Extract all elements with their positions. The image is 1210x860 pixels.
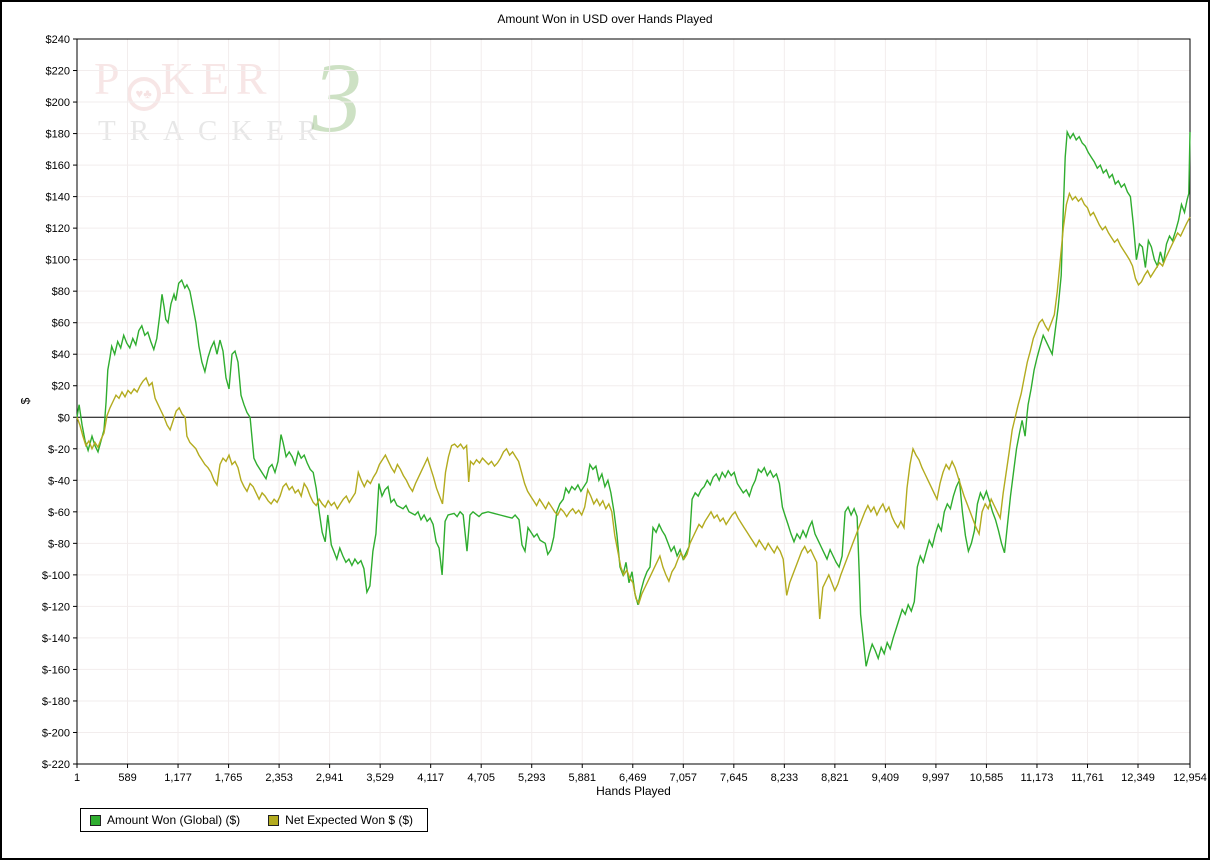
series-line-amount-won — [76, 129, 1191, 667]
legend-box: Amount Won (Global) ($) Net Expected Won… — [80, 808, 429, 832]
y-tick-label: $120 — [46, 223, 70, 235]
plot-frame — [76, 38, 1191, 765]
y-axis-title: $ — [18, 397, 33, 405]
y-tick-label: $160 — [46, 160, 70, 172]
legend-swatch-net-expected — [268, 814, 280, 826]
y-tick-label: $20 — [52, 381, 70, 393]
x-tick-label: 3,529 — [366, 772, 394, 784]
axis-ticks: $240 $220 $200 $180 $160 $140 $120 $100 $80 $60 $4… — [42, 34, 1207, 784]
x-tick-label: 2,353 — [265, 772, 293, 784]
y-tick-label: $-20 — [48, 444, 70, 456]
x-tick-label: 5,881 — [568, 772, 596, 784]
y-tick-label: $80 — [52, 286, 70, 298]
y-tick-label: $200 — [46, 97, 70, 109]
legend-item-net-expected: Net Expected Won $ ($) — [268, 813, 413, 827]
y-tick-label: $220 — [46, 66, 70, 78]
x-tick-label: 11,761 — [1071, 772, 1104, 784]
legend-swatch-amount-won — [90, 814, 101, 826]
y-tick-label: $-100 — [42, 570, 70, 582]
y-tick-label: $140 — [46, 192, 70, 204]
y-tick-label: $-60 — [48, 507, 70, 519]
x-tick-label: 1,177 — [164, 772, 192, 784]
y-tick-label: $180 — [46, 129, 70, 141]
gridlines — [76, 38, 1191, 765]
legend-item-amount-won: Amount Won (Global) ($) — [90, 813, 240, 827]
x-tick-label: 5,293 — [518, 772, 546, 784]
y-tick-label: $240 — [46, 34, 70, 46]
legend-label-amount-won: Amount Won (Global) ($) — [107, 813, 241, 827]
x-tick-label: 7,057 — [670, 772, 698, 784]
x-tick-label: 589 — [118, 772, 136, 784]
x-tick-label: 4,117 — [417, 772, 444, 784]
y-tick-label: $-160 — [42, 664, 70, 676]
x-tick-label: 4,705 — [467, 772, 495, 784]
x-tick-label: 9,409 — [872, 772, 900, 784]
x-tick-label: 1,765 — [215, 772, 243, 784]
y-tick-label: $-140 — [42, 633, 70, 645]
y-tick-label: $-80 — [48, 538, 70, 550]
y-tick-label: $40 — [52, 349, 70, 361]
y-tick-label: $-40 — [48, 475, 70, 487]
legend-label-net-expected: Net Expected Won $ ($) — [285, 813, 414, 827]
x-tick-label: 12,349 — [1121, 772, 1155, 784]
x-tick-label: 8,821 — [821, 772, 849, 784]
y-tick-label: $100 — [46, 255, 70, 267]
x-tick-label: 2,941 — [316, 772, 344, 784]
y-tick-label: $-180 — [42, 696, 70, 708]
y-tick-label: $0 — [58, 412, 70, 424]
x-tick-label: 11,173 — [1021, 772, 1054, 784]
x-tick-label: 10,585 — [970, 772, 1004, 784]
x-tick-label: 8,233 — [771, 772, 799, 784]
x-tick-label: 12,954 — [1173, 772, 1207, 784]
x-tick-label: 7,645 — [720, 772, 748, 784]
x-tick-label: 9,997 — [922, 772, 950, 784]
y-tick-label: $-120 — [42, 601, 70, 613]
x-axis-title: Hands Played — [596, 784, 671, 798]
y-tick-label: $-200 — [42, 727, 70, 739]
y-tick-label: $-220 — [42, 759, 70, 771]
y-tick-label: $60 — [52, 318, 70, 330]
x-tick-label: 6,469 — [619, 772, 647, 784]
chart-title: Amount Won in USD over Hands Played — [497, 12, 713, 26]
series-line-net-expected — [76, 191, 1191, 620]
x-tick-label: 1 — [74, 772, 80, 784]
